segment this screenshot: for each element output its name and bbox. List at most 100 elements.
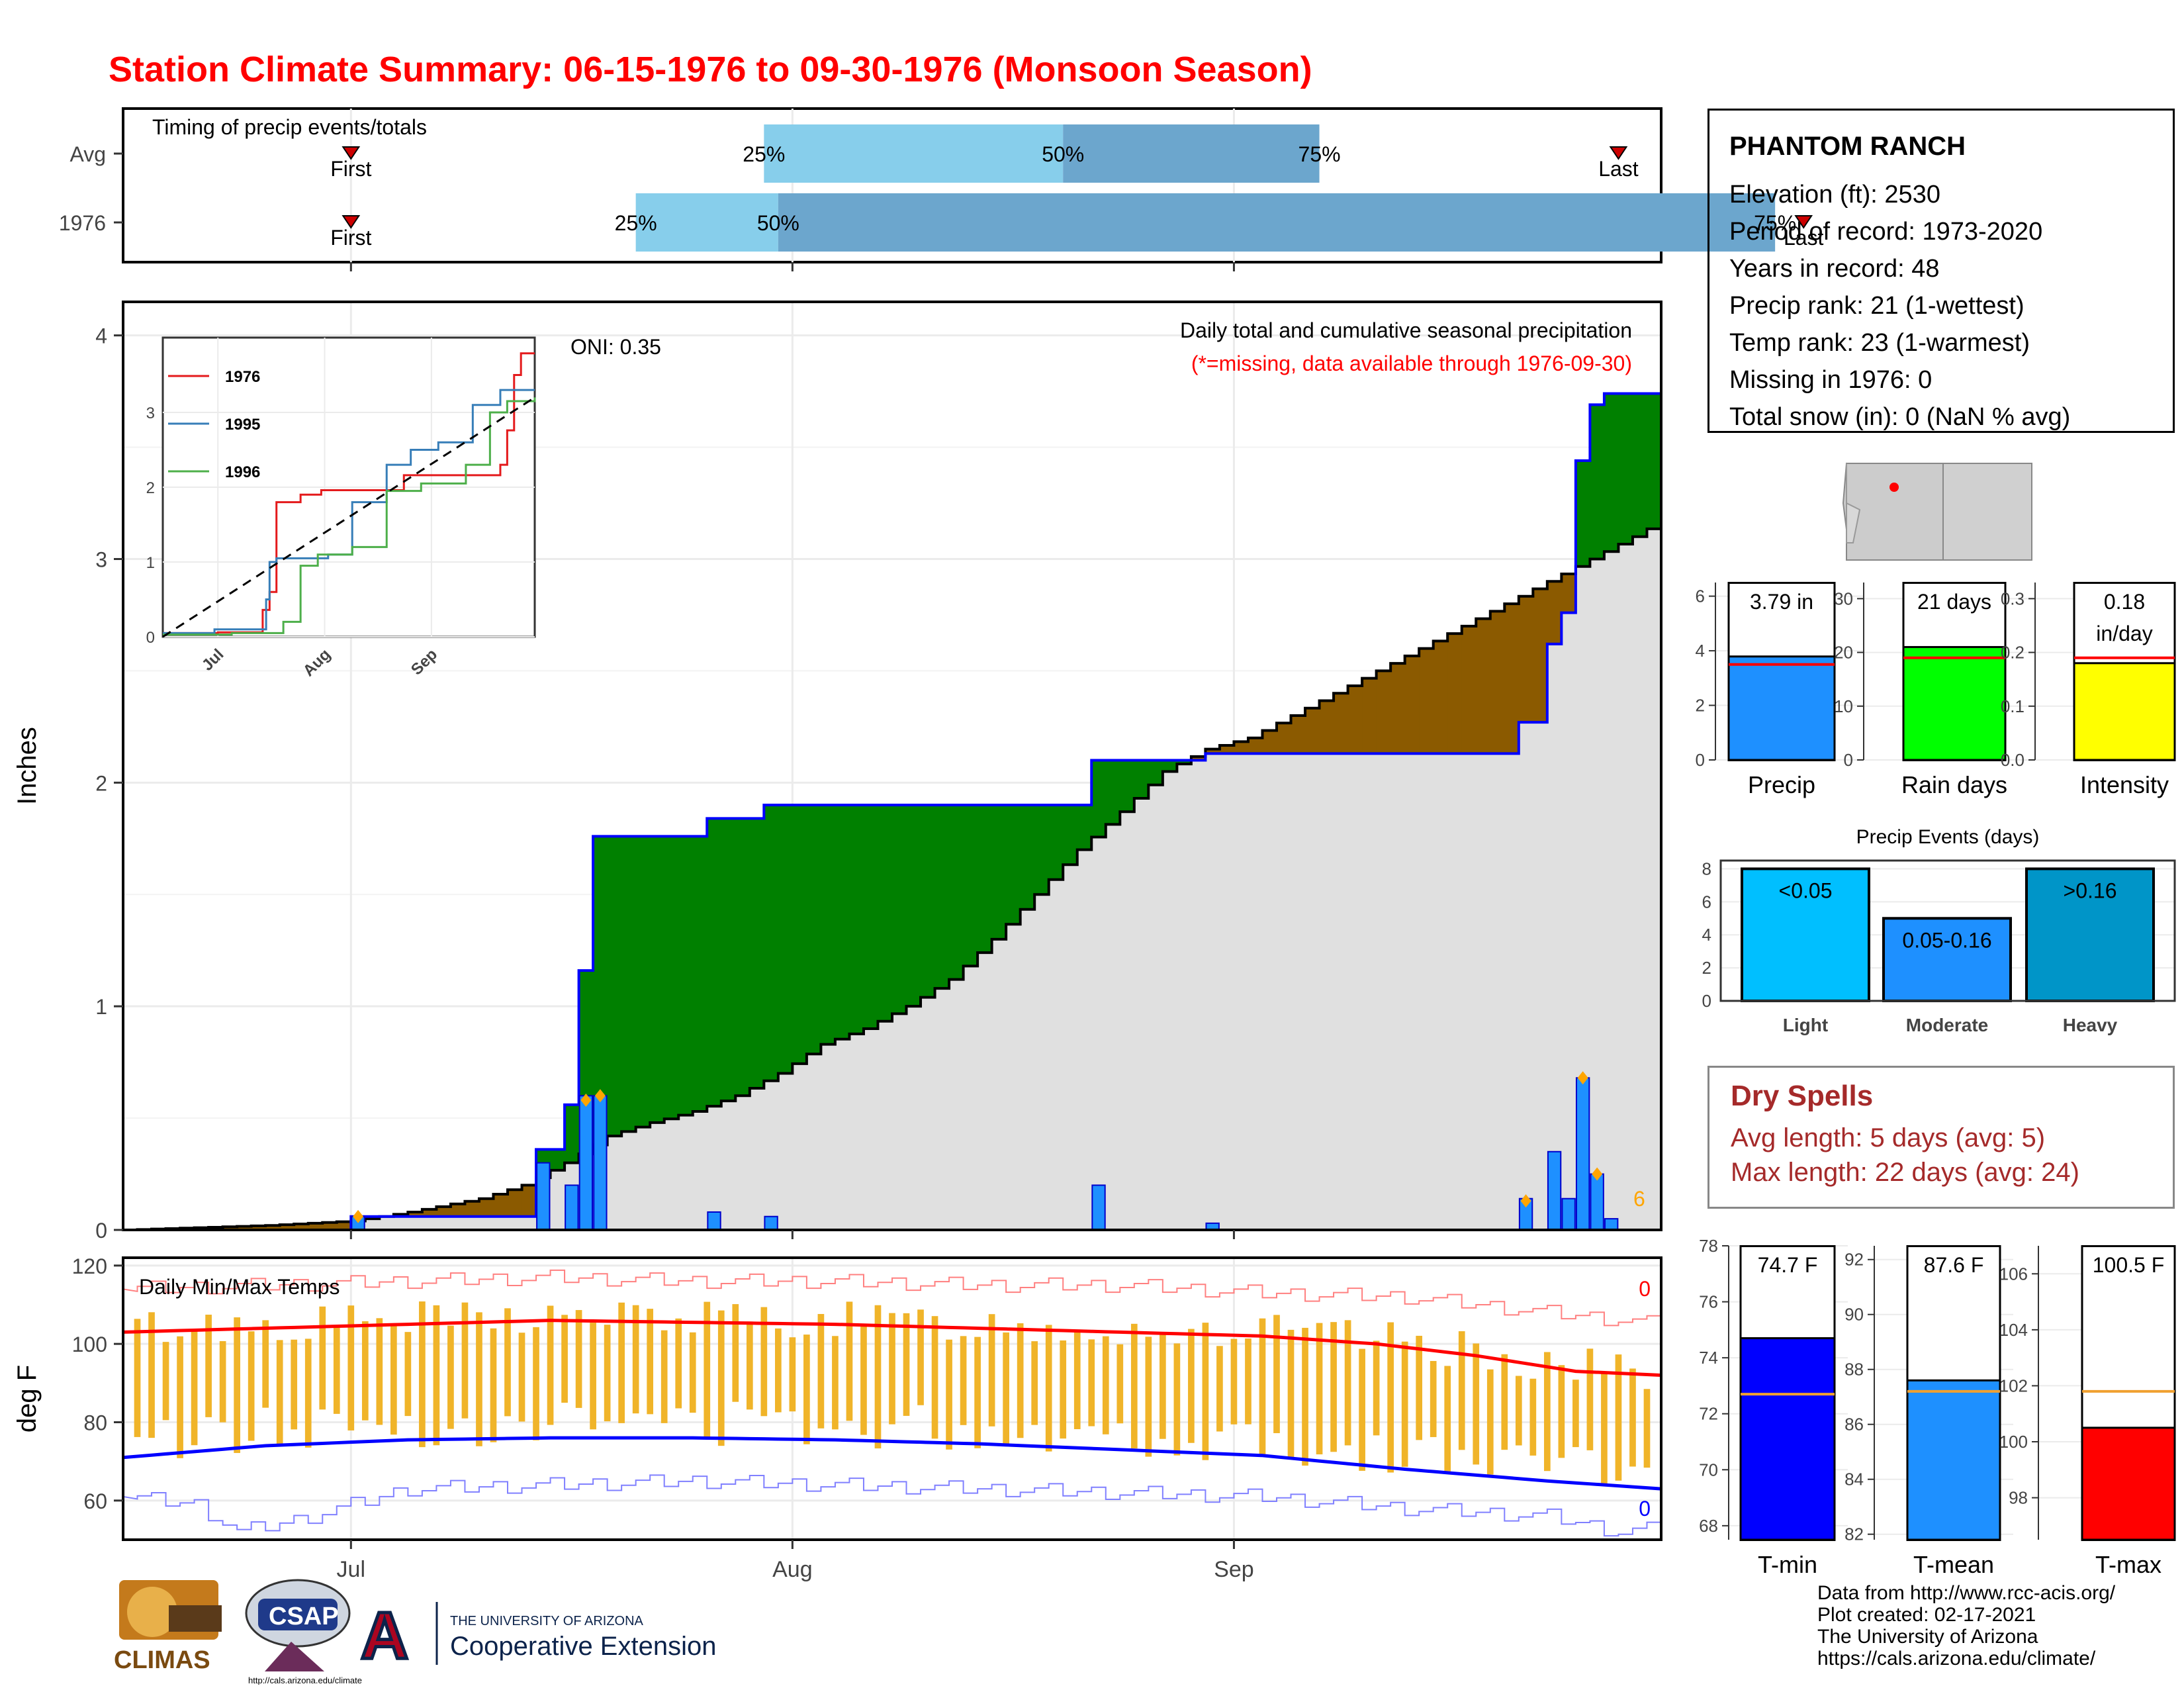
map-new-mexico-state: [1942, 463, 2032, 561]
precip-missing-note: (*=missing, data available through 1976-…: [1191, 352, 1632, 375]
precip-above-average-fill: [735, 818, 751, 1096]
temp-daily-range-bar: [732, 1304, 739, 1402]
temp-daily-range-bar: [262, 1320, 269, 1408]
temp-daily-range-bar: [704, 1301, 711, 1440]
precip-below-average-fill: [265, 1225, 281, 1230]
precip-events-y-tick-label: 6: [1702, 892, 1711, 912]
precip-below-average-fill: [1476, 618, 1491, 754]
precip-average-area: [123, 528, 1661, 1230]
precip-above-average-fill: [664, 836, 679, 1119]
temp-daily-range-bar: [490, 1328, 497, 1442]
precip-events-bar-label: >0.16: [2064, 878, 2117, 902]
precip-events-panel: Precip Events (days) 0 2 4 6 8 <0.05 Light 0.05-…: [1702, 826, 2176, 1035]
precip-above-average-fill: [949, 805, 964, 980]
timing-q50-q75-bar: [778, 193, 1776, 252]
precip-above-average-fill: [1618, 393, 1633, 544]
precip-below-average-fill: [408, 1211, 423, 1217]
precip-events-y-tick-label: 8: [1702, 859, 1711, 878]
temp-daily-range-bar: [547, 1305, 554, 1425]
precip-events-bar: [1882, 917, 2012, 1002]
precip-above-average-fill: [1105, 760, 1120, 825]
temp-title: Daily Min/Max Temps: [139, 1275, 340, 1299]
timing-first-label: First: [330, 226, 371, 250]
temp-daily-range-bar: [447, 1325, 454, 1429]
temp-y-axis-label: deg F: [13, 1365, 42, 1432]
season-intensity-y-tick-label: 0.2: [2001, 643, 2025, 663]
temp-daily-range-bar: [1045, 1325, 1052, 1452]
temp-max-y-tick-label: 98: [2009, 1488, 2028, 1508]
temp-daily-range-bar: [361, 1321, 369, 1421]
precip-daily-bar: [1604, 1218, 1619, 1231]
precip-below-average-fill: [336, 1221, 351, 1230]
temp-max-value-label: 100.5 F: [2093, 1253, 2165, 1277]
precip-below-average-fill: [1305, 708, 1320, 754]
station-elevation: Elevation (ft): 2530: [1729, 181, 1940, 209]
season-intensity-value-label-2: in/day: [2096, 622, 2152, 645]
precip-below-average-fill: [508, 1190, 523, 1217]
temp-daily-range-bar: [1116, 1344, 1124, 1424]
temp-daily-range-bar: [1216, 1346, 1223, 1432]
temp-daily-range-bar: [205, 1315, 212, 1417]
precip-above-average-fill: [906, 805, 921, 1007]
temp-daily-range-bar: [660, 1330, 668, 1423]
temp-daily-range-bar: [1130, 1323, 1138, 1449]
temp-daily-range-bar: [746, 1321, 753, 1410]
precip-below-average-fill: [1404, 655, 1420, 754]
precip-above-average-fill: [1575, 460, 1591, 567]
precip-events-bar-label: <0.05: [1779, 878, 1833, 902]
precip-below-average-fill: [450, 1203, 466, 1217]
precip-below-average-fill: [1334, 693, 1349, 754]
temp-daily-range-bar: [931, 1316, 938, 1439]
temp-daily-range-bar: [1629, 1368, 1636, 1467]
temp-daily-range-bar: [504, 1308, 511, 1417]
season-intensity-panel: 0.0 0.1 0.2 0.3 0.18 in/day Intensity: [2001, 582, 2176, 798]
precip-below-average-fill: [1547, 581, 1562, 644]
temp-daily-range-bar: [390, 1325, 397, 1435]
temp-max-y-tick-label: 104: [1999, 1320, 2028, 1340]
precip-above-average-fill: [635, 836, 651, 1127]
precip-y-tick-label: 2: [95, 771, 107, 795]
season-intensity-y-tick-label: 0.1: [2001, 696, 2025, 716]
precip-above-average-fill: [1034, 805, 1050, 895]
temp-daily-range-bar: [476, 1312, 482, 1446]
temp-daily-range-bar: [590, 1323, 596, 1430]
temp-daily-range-bar: [1387, 1322, 1394, 1473]
credits: Data from http://www.rcc-acis.org/ Plot …: [1817, 1582, 2115, 1669]
precip-events-category-label: Moderate: [1906, 1015, 1988, 1035]
temp-daily-range-bar: [675, 1318, 682, 1409]
season-raindays-y-tick-label: 0: [1844, 750, 1853, 770]
dry-spells-title: Dry Spells: [1731, 1080, 1874, 1112]
precip-daily-bar: [578, 1095, 594, 1231]
temp-min-value-bar: [1739, 1337, 1836, 1541]
season-precip-y-tick-label: 4: [1696, 641, 1705, 661]
temp-daily-range-bar: [946, 1339, 952, 1450]
temp-daily-range-bar: [1060, 1340, 1067, 1439]
temp-low-count: 0: [1639, 1497, 1651, 1521]
temp-daily-range-bar: [177, 1336, 183, 1458]
precip-below-average-fill: [1561, 574, 1576, 613]
temp-daily-range-bar: [347, 1305, 355, 1430]
season-intensity-y-tick-label: 0.0: [2001, 750, 2025, 770]
timing-last-marker: [1609, 146, 1628, 160]
temp-average-min-line: [122, 1436, 1662, 1491]
temp-daily-range-bar: [461, 1302, 469, 1419]
temp-mean-panel: 82 84 86 88 90 92 87.6 F T-mean: [1844, 1245, 2013, 1578]
temp-daily-range-bar: [404, 1332, 412, 1417]
precip-above-average-fill: [792, 805, 807, 1064]
x-month-label: Sep: [1214, 1557, 1254, 1582]
temp-mean-y-tick-label: 90: [1844, 1305, 1864, 1325]
precip-daily-bar: [1590, 1173, 1604, 1231]
temp-daily-range-bar: [860, 1326, 867, 1435]
temp-daily-range-bar: [618, 1302, 625, 1423]
temp-daily-range-bar: [148, 1312, 155, 1438]
temp-y-tick-label: 80: [83, 1411, 107, 1435]
temp-daily-range-bar: [291, 1339, 298, 1430]
precip-above-average-fill: [1020, 805, 1035, 910]
precip-below-average-fill: [1234, 741, 1249, 754]
precip-above-average-fill: [921, 805, 936, 998]
dry-spells-avg: Avg length: 5 days (avg: 5): [1731, 1123, 2046, 1152]
temp-daily-range-bar: [1401, 1341, 1408, 1467]
precip-above-average-fill: [1647, 393, 1662, 529]
temp-daily-range-bar: [1160, 1333, 1166, 1439]
